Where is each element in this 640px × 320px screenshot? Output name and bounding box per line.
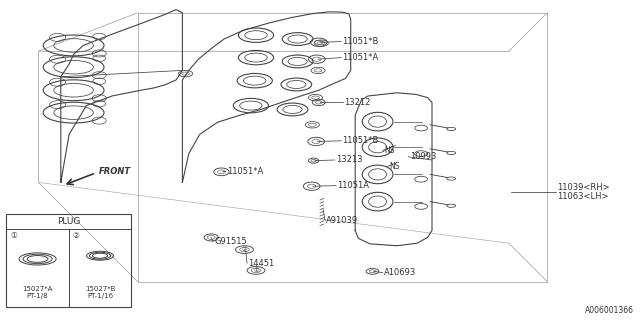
Text: 11063<LH>: 11063<LH> bbox=[557, 192, 608, 201]
Text: ②: ② bbox=[72, 231, 79, 240]
Text: ①: ① bbox=[253, 268, 259, 273]
Text: 11051*B: 11051*B bbox=[342, 37, 379, 46]
Text: 15027*A
PT-1/8: 15027*A PT-1/8 bbox=[22, 286, 52, 299]
Text: 13213: 13213 bbox=[336, 156, 362, 164]
Text: 11051A: 11051A bbox=[337, 181, 369, 190]
Text: NS: NS bbox=[389, 162, 399, 171]
Text: 14451: 14451 bbox=[248, 259, 275, 268]
Text: 11051*A: 11051*A bbox=[227, 167, 264, 176]
Text: 11039<RH>: 11039<RH> bbox=[557, 183, 609, 192]
Text: A006001366: A006001366 bbox=[584, 306, 634, 315]
Text: ②: ② bbox=[242, 247, 247, 252]
Text: A10693: A10693 bbox=[384, 268, 416, 277]
Text: PLUG: PLUG bbox=[57, 217, 81, 226]
Text: ①: ① bbox=[10, 231, 17, 240]
Bar bbox=[6, 214, 131, 307]
Text: A91039: A91039 bbox=[326, 216, 358, 225]
Text: G91515: G91515 bbox=[214, 237, 247, 246]
Text: FRONT: FRONT bbox=[99, 167, 131, 176]
Text: 15027*B
PT-1/16: 15027*B PT-1/16 bbox=[85, 286, 115, 299]
Text: 13212: 13212 bbox=[344, 98, 371, 107]
Text: 10993: 10993 bbox=[410, 152, 436, 161]
Text: 11051*B: 11051*B bbox=[342, 136, 379, 145]
Text: NS: NS bbox=[384, 146, 394, 155]
Text: 11051*A: 11051*A bbox=[342, 53, 379, 62]
